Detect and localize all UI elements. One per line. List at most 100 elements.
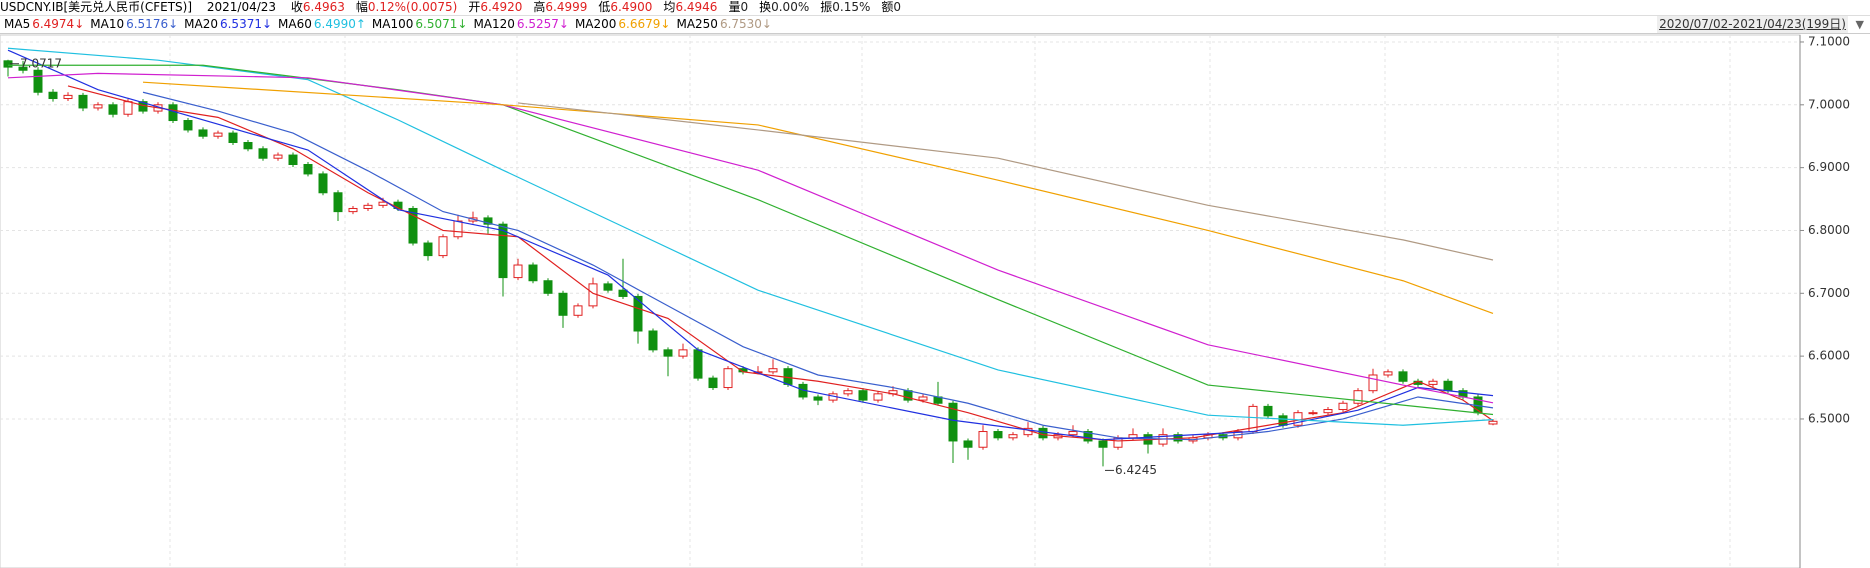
field-label: 额 — [881, 0, 894, 14]
candle-body — [1308, 412, 1318, 415]
candle-body — [1068, 431, 1078, 436]
y-tick-label: 7.1000 — [1808, 34, 1850, 48]
ma-line — [7, 72, 1494, 404]
legend-value: 6.4990↑ — [313, 17, 366, 31]
plot-frame — [0, 34, 1801, 568]
candle-body — [63, 94, 73, 100]
candle-body — [438, 236, 448, 257]
legend-name: MA20 — [184, 17, 218, 31]
candle-body — [243, 142, 253, 150]
candle-body — [108, 104, 118, 115]
legend-value: 6.5071↓ — [415, 17, 468, 31]
candle-body — [1383, 371, 1393, 376]
candle-body — [483, 217, 493, 225]
field-value: 6.4963 — [302, 0, 345, 14]
field-value: 0.00% — [771, 0, 810, 14]
legend-name: MA5 — [4, 17, 31, 31]
legend-name: MA200 — [574, 17, 617, 31]
candle-body — [48, 91, 58, 100]
candle-body — [33, 69, 43, 93]
field-value: 0 — [740, 0, 749, 14]
candle-body — [363, 204, 373, 209]
candle-body — [1098, 440, 1108, 448]
field-label: 换 — [759, 0, 772, 14]
candle-body — [198, 129, 208, 137]
ma-line — [67, 85, 1494, 442]
field-label: 低 — [598, 0, 611, 14]
candle-body — [378, 201, 388, 206]
candle-body — [1338, 402, 1348, 411]
candle-body — [258, 148, 268, 159]
candle-body — [948, 402, 958, 442]
candle-body — [123, 101, 133, 115]
candle-body — [1398, 371, 1408, 382]
date: 2021/04/23 — [206, 0, 277, 14]
candle-body — [648, 330, 658, 351]
legend-value: 6.7530↓ — [719, 17, 772, 31]
legend-value: 6.6679↓ — [618, 17, 671, 31]
extreme-label: 6.4245 — [1115, 463, 1157, 477]
field-value: 0.12%(0.0075) — [367, 0, 458, 14]
candle-body — [303, 163, 313, 175]
symbol: USDCNY.IB[美元兑人民币(CFETS)] — [0, 0, 193, 14]
candle-body — [1278, 415, 1288, 426]
candle-body — [1488, 420, 1498, 425]
y-tick-label: 6.6000 — [1808, 349, 1850, 363]
candle-body — [618, 289, 628, 297]
candle-body — [603, 283, 613, 291]
range-label[interactable]: 2020/07/02-2021/04/23(199日) — [1657, 16, 1848, 33]
legend-name: MA10 — [90, 17, 125, 31]
ma-legend: MA5 6.4974↓ MA10 6.5176↓ MA20 6.5371↓ MA60 6.49… — [0, 16, 1870, 34]
candle-body — [963, 440, 973, 448]
candle-body — [528, 264, 538, 282]
field-value: 6.4920 — [480, 0, 523, 14]
candle-body — [768, 368, 778, 373]
y-tick-label: 6.9000 — [1808, 160, 1850, 174]
quote-header: USDCNY.IB[美元兑人民币(CFETS)] 2021/04/23 收6.4… — [0, 0, 1870, 16]
candle-body — [1443, 380, 1453, 392]
field-label: 幅 — [355, 0, 368, 14]
candle-body — [18, 66, 28, 71]
legend-name: MA120 — [473, 17, 515, 31]
ma-line — [7, 49, 1494, 441]
candle-body — [993, 431, 1003, 439]
candle-body — [78, 94, 88, 109]
candle-body — [333, 192, 343, 213]
candle-body — [918, 396, 928, 401]
candle-body — [93, 104, 103, 109]
candle-body — [1263, 405, 1273, 417]
field-label: 量 — [728, 0, 741, 14]
candle-body — [273, 154, 283, 159]
candle-body — [678, 349, 688, 357]
candle-body — [633, 295, 643, 332]
candle-body — [813, 396, 823, 401]
ma-line — [142, 91, 1494, 441]
candle-body — [693, 349, 703, 379]
candle-body — [843, 390, 853, 395]
candle-body — [423, 242, 433, 257]
candle-body — [498, 223, 508, 279]
candle-body — [663, 349, 673, 357]
ma-line — [8, 64, 1494, 416]
candle-body — [213, 132, 223, 137]
legend-value: 6.5176↓ — [126, 17, 179, 31]
ma-line — [7, 47, 1494, 426]
range-arrow[interactable]: ▼ — [1855, 18, 1864, 31]
candle-body — [1323, 409, 1333, 414]
candle-body — [978, 431, 988, 448]
field-value: 0 — [893, 0, 902, 14]
legend-name: MA60 — [278, 17, 312, 31]
candle-body — [348, 207, 358, 213]
candle-body — [543, 280, 553, 294]
candle-body — [183, 120, 193, 131]
candle-body — [1428, 380, 1438, 385]
y-tick-label: 6.8000 — [1808, 223, 1850, 237]
field-label: 收 — [290, 0, 303, 14]
candle-body — [513, 264, 523, 279]
field-label: 振 — [820, 0, 833, 14]
field-label: 均 — [663, 0, 676, 14]
candle-body — [408, 207, 418, 244]
field-value: 0.15% — [832, 0, 871, 14]
